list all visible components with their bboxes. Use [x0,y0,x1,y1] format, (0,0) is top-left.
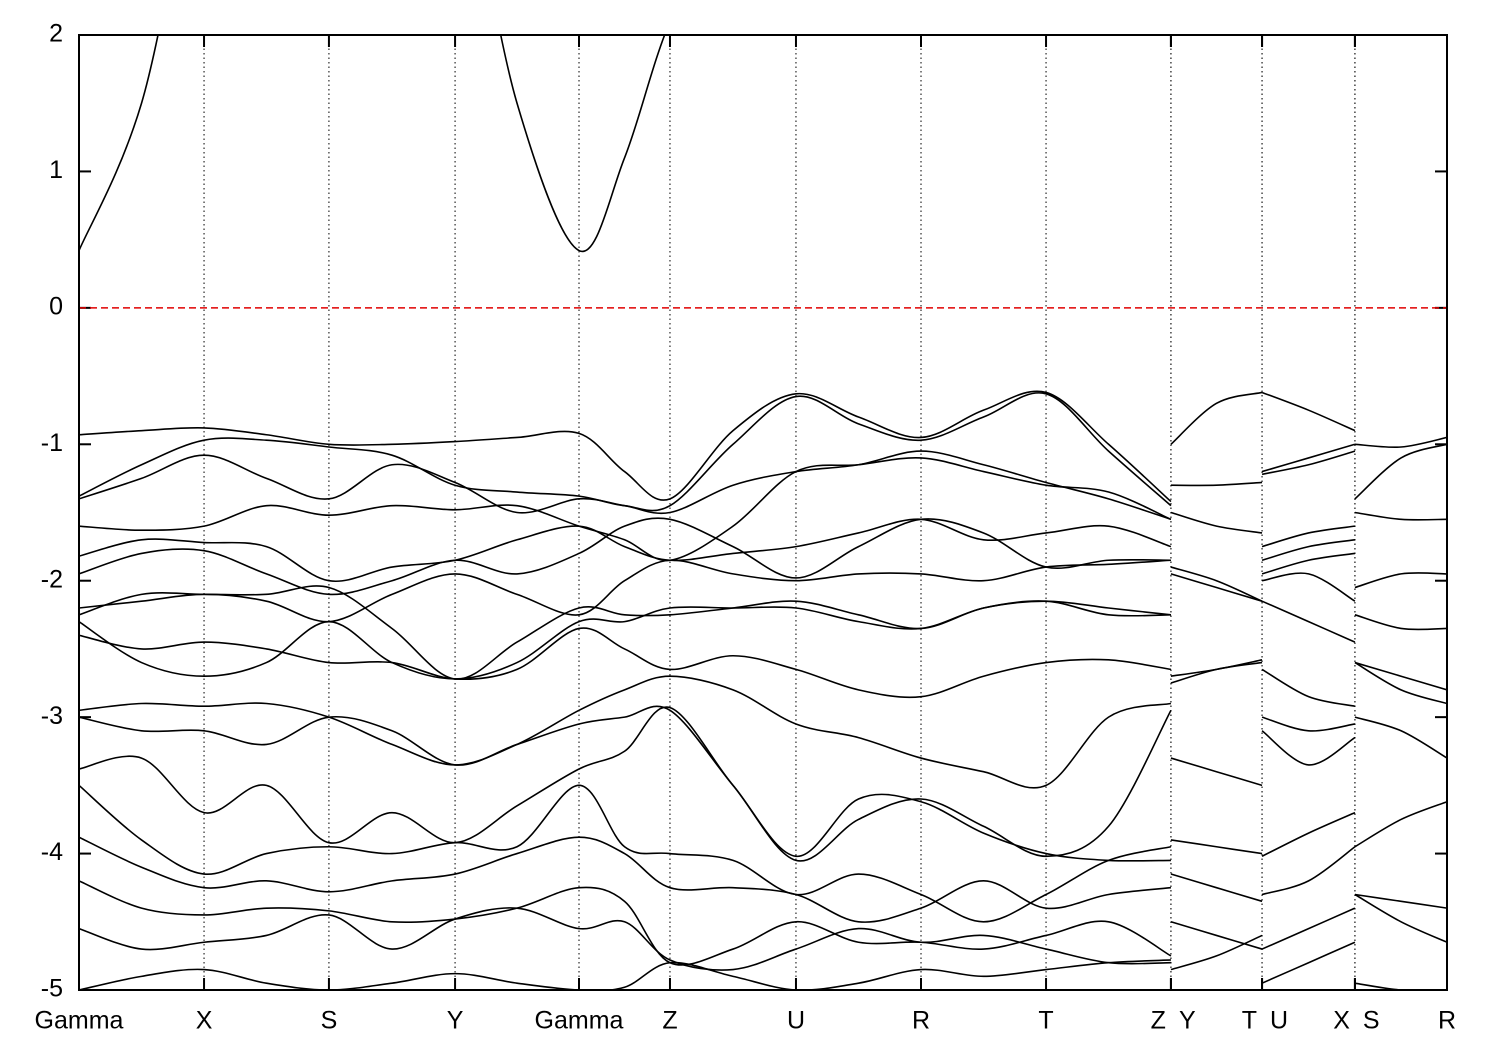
y-tick-label: -2 [41,565,63,593]
x-tick-label: Y [1179,1007,1196,1035]
x-tick-label: S [321,1007,338,1035]
x-tick-label: S [1363,1007,1380,1035]
y-tick-label: -1 [41,429,63,457]
band-line [79,836,1356,984]
x-tick-label: R [912,1007,930,1035]
plot-area [79,35,1447,990]
band-line [79,705,1447,990]
x-tick-label: Z [662,1007,677,1035]
x-tick-label: U [787,1007,805,1035]
band-line [79,959,1171,990]
band-line [79,559,1447,705]
y-tick-label: -5 [41,975,63,1003]
band-line [79,450,1447,534]
band-line [79,907,1171,971]
x-tick-label: X [196,1007,213,1035]
band-line [79,457,1447,602]
x-tick-label: Y [447,1007,464,1035]
y-tick-label: 1 [49,156,63,184]
band-line [79,518,1447,631]
y-tick-label: -4 [41,838,63,866]
x-tick-label: R [1438,1007,1456,1035]
x-tick-label: T [1242,1007,1257,1035]
x-tick-label: X [1333,1007,1350,1035]
band-line [79,627,1447,909]
band-line [79,390,1447,503]
band-line [79,675,1447,950]
y-tick-label: -3 [41,702,63,730]
plot-frame [78,34,1448,991]
x-tick-label: Gamma [35,1007,124,1035]
band-line [79,880,1172,966]
x-tick-label: Gamma [535,1007,624,1035]
band-line [79,784,1356,950]
x-tick-label: T [1038,1007,1053,1035]
band-line [79,35,666,253]
x-tick-label: Z [1151,1007,1166,1035]
y-tick-label: 0 [49,292,63,320]
y-tick-label: 2 [49,20,63,48]
band-line [79,706,1356,896]
x-tick-label: U [1270,1007,1288,1035]
band-line [79,600,1447,855]
band-line [79,585,1447,787]
